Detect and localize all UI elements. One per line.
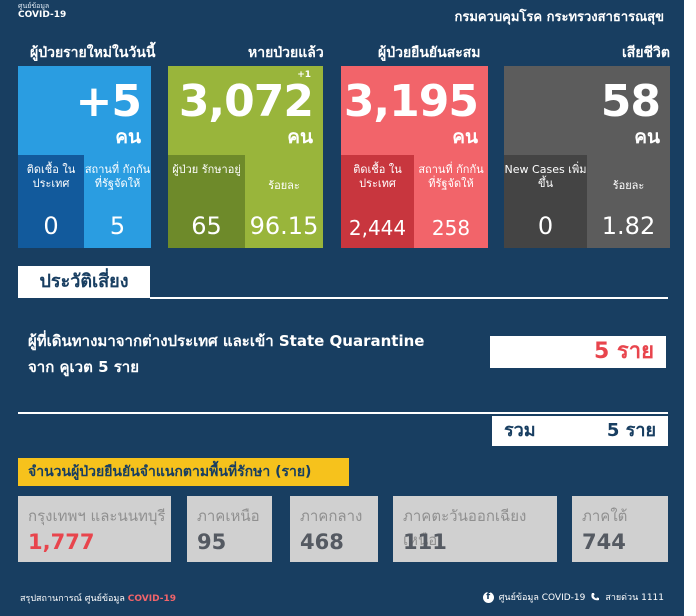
sub-label: ติดเชื้อ ในประเทศ (353, 163, 402, 190)
sub-label: ร้อยละ (268, 179, 300, 192)
recovered-unit: คน (287, 126, 313, 148)
region-value: 468 (300, 530, 344, 554)
deaths-value: 58 (600, 76, 661, 127)
sub-label: ติดเชื้อ ในประเทศ (26, 163, 76, 190)
recovered-label: หายป่วยแล้ว (248, 45, 324, 61)
recovered-value: 3,072 (178, 76, 314, 127)
total-box: รวม 5 ราย (492, 416, 668, 446)
new-cases-label: ผู้ป่วยรายใหม่ในวันนี้ (30, 45, 156, 61)
total-value: 5 ราย (606, 420, 656, 441)
region-name: ภาคเหนือ (197, 507, 260, 525)
sub-value: 65 (191, 212, 222, 240)
risk-line1: ผู้ที่เดินทางมาจากต่างประเทศ และเข้า Sta… (28, 332, 425, 350)
sub-label: สถานที่ กักกัน ที่รัฐจัดให้ (84, 163, 151, 190)
sub-value: 0 (537, 212, 554, 240)
confirmed-unit: คน (452, 126, 478, 148)
region-value: 1,777 (28, 530, 95, 554)
confirmed-label: ผู้ป่วยยืนยันสะสม (378, 45, 481, 61)
recovered-top: +1 3,072 คน (168, 66, 323, 155)
sub-value: 0 (43, 212, 59, 240)
confirmed-top: 3,195 คน (341, 66, 488, 155)
facebook-icon: f (482, 591, 494, 603)
source-logo: ศูนย์ข้อมูล COVID-19 (18, 2, 66, 20)
sub-value: 5 (109, 212, 126, 240)
footer-left-highlight: COVID-19 (127, 594, 176, 604)
deaths-new-cases: New Cases เพิ่มขึ้น 0 (504, 155, 587, 248)
risk-line2: จาก คูเวต 5 ราย (28, 358, 139, 376)
confirmed-quarantine: สถานที่ กักกัน ที่รัฐจัดให้ 258 (414, 155, 488, 248)
sub-label: สถานที่ กักกัน ที่รัฐจัดให้ (418, 163, 484, 190)
region-value: 111 (403, 530, 447, 554)
new-cases-unit: คน (115, 126, 141, 148)
confirmed-value: 3,195 (343, 76, 479, 127)
new-cases-top: +5 คน (18, 66, 151, 155)
logo-line1: ศูนย์ข้อมูล (18, 2, 50, 10)
new-cases-quarantine: สถานที่ กักกัน ที่รัฐจัดให้ 5 (84, 155, 151, 248)
region-name: ภาคกลาง (300, 507, 363, 525)
deaths-percent: ร้อยละ 1.82 (587, 155, 670, 248)
footer-right: f ศูนย์ข้อมูล COVID-19 สายด่วน 1111 (482, 590, 664, 604)
region-bangkok: กรุงเทพฯ และนนทบุรี 1,777 (18, 496, 171, 562)
agency-name: กรมควบคุมโรค กระทรวงสาธารณสุข (454, 10, 665, 25)
new-cases-card: +5 คน ติดเชื้อ ในประเทศ 0 สถานที่ กักกัน… (18, 66, 151, 248)
region-south: ภาคใต้ 744 (572, 496, 668, 562)
region-value: 744 (582, 530, 626, 554)
recovered-percent: ร้อยละ 96.15 (245, 155, 323, 248)
region-name: ภาคตะวันออกเฉียงเหนือ (403, 507, 527, 549)
region-value: 95 (197, 530, 227, 554)
sub-label: New Cases เพิ่มขึ้น (504, 163, 587, 190)
risk-count: 5 ราย (490, 336, 666, 368)
right-edge (684, 0, 696, 616)
total-divider (18, 412, 668, 414)
sub-label: ผู้ป่วย รักษาอยู่ (172, 163, 241, 176)
deaths-label: เสียชีวิต (622, 45, 670, 61)
regions-title: จำนวนผู้ป่วยยืนยันจำแนกตามพื้นที่รักษา (… (18, 458, 349, 486)
region-name: กรุงเทพฯ และนนทบุรี (28, 507, 166, 525)
confirmed-card: 3,195 คน ติดเชื้อ ในประเทศ 2,444 สถานที่… (341, 66, 488, 248)
logo-line2: COVID-19 (18, 10, 67, 20)
risk-history-title: ประวัติเสี่ยง (18, 266, 150, 298)
phone-icon (591, 593, 600, 601)
risk-description: ผู้ที่เดินทางมาจากต่างประเทศ และเข้า Sta… (28, 328, 448, 380)
sub-value: 258 (431, 216, 471, 240)
region-northeast: ภาคตะวันออกเฉียงเหนือ 111 (393, 496, 557, 562)
total-label: รวม (504, 420, 536, 441)
sub-value: 1.82 (601, 212, 656, 240)
recovered-card: +1 3,072 คน ผู้ป่วย รักษาอยู่ 65 ร้อยละ … (168, 66, 323, 248)
footer-fb-text: ศูนย์ข้อมูล COVID-19 (498, 593, 586, 603)
footer-hotline: สายด่วน 1111 (605, 593, 664, 603)
new-cases-value: +5 (75, 76, 142, 127)
region-central: ภาคกลาง 468 (290, 496, 378, 562)
sub-value: 2,444 (348, 216, 407, 240)
new-cases-domestic: ติดเชื้อ ในประเทศ 0 (18, 155, 84, 248)
deaths-top: 58 คน (504, 66, 670, 155)
sub-value: 96.15 (249, 212, 319, 240)
region-name: ภาคใต้ (582, 507, 628, 525)
sub-label: ร้อยละ (612, 179, 645, 192)
deaths-card: 58 คน New Cases เพิ่มขึ้น 0 ร้อยละ 1.82 (504, 66, 670, 248)
confirmed-domestic: ติดเชื้อ ในประเทศ 2,444 (341, 155, 414, 248)
footer-left-text: สรุปสถานการณ์ ศูนย์ข้อมูล (20, 594, 125, 604)
recovered-in-treatment: ผู้ป่วย รักษาอยู่ 65 (168, 155, 245, 248)
recovered-change: +1 (297, 70, 311, 80)
deaths-unit: คน (634, 126, 660, 148)
region-north: ภาคเหนือ 95 (187, 496, 272, 562)
risk-divider (150, 297, 668, 299)
footer-left: สรุปสถานการณ์ ศูนย์ข้อมูล COVID-19 (20, 591, 176, 605)
